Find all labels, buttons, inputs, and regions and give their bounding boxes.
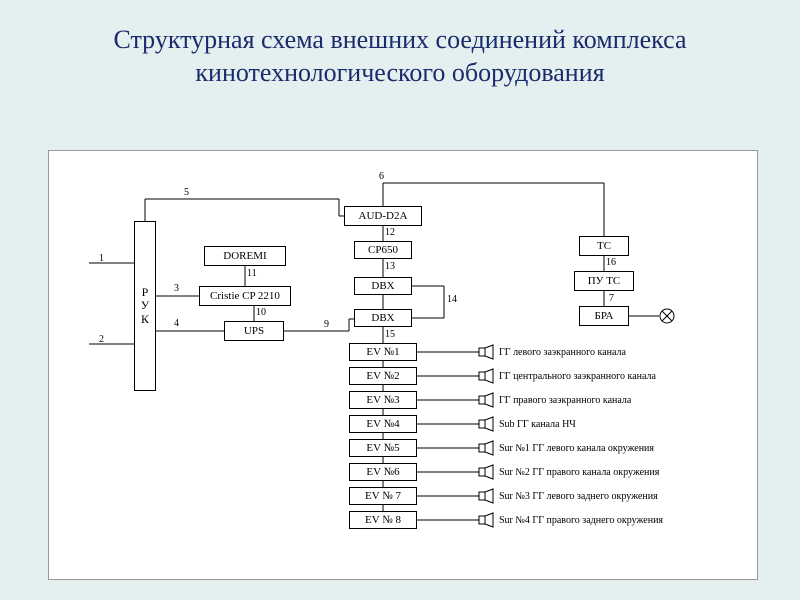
wire-label-14: 14 (447, 294, 457, 305)
wire-label-4: 4 (174, 318, 179, 329)
speaker-label-8: Sur №4 ГГ правого заднего окружения (499, 515, 663, 526)
diagram-panel: Р У К DOREMI Cristie CP 2210 UPS AUD-D2A… (48, 150, 758, 580)
speaker-label-5: Sur №1 ГГ левого канала окружения (499, 443, 654, 454)
wire-label-7: 7 (609, 293, 614, 304)
ruk-u: У (141, 299, 150, 312)
wire-label-3: 3 (174, 283, 179, 294)
wire-label-11: 11 (247, 268, 257, 279)
wire-label-10: 10 (256, 307, 266, 318)
wire-label-5: 5 (184, 187, 189, 198)
wire-label-16: 16 (606, 257, 616, 268)
node-dbx2: DBX (354, 309, 412, 327)
node-audd2a: AUD-D2A (344, 206, 422, 226)
node-ev2: EV №2 (349, 367, 417, 385)
node-ev6: EV №6 (349, 463, 417, 481)
node-dbx1: DBX (354, 277, 412, 295)
speaker-label-7: Sur №3 ГГ левого заднего окружения (499, 491, 658, 502)
wire-label-12: 12 (385, 227, 395, 238)
node-ev4: EV №4 (349, 415, 417, 433)
node-doremi: DOREMI (204, 246, 286, 266)
wire-label-6: 6 (379, 171, 384, 182)
speaker-label-1: ГГ левого заэкранного канала (499, 347, 626, 358)
wire-label-2: 2 (99, 334, 104, 345)
node-tc: ТС (579, 236, 629, 256)
wire-label-13: 13 (385, 261, 395, 272)
node-putc: ПУ ТС (574, 271, 634, 291)
wire-label-15: 15 (385, 329, 395, 340)
node-cristie: Cristie CP 2210 (199, 286, 291, 306)
node-ev3: EV №3 (349, 391, 417, 409)
node-cp650: CP650 (354, 241, 412, 259)
node-ev5: EV №5 (349, 439, 417, 457)
node-ev8: EV № 8 (349, 511, 417, 529)
node-ev7: EV № 7 (349, 487, 417, 505)
node-bra: БРА (579, 306, 629, 326)
page-title: Структурная схема внешних соединений ком… (0, 0, 800, 105)
ruk-k: К (141, 313, 149, 326)
wire-label-9: 9 (324, 319, 329, 330)
node-ruk: Р У К (134, 221, 156, 391)
speaker-label-2: ГГ центрального заэкранного канала (499, 371, 656, 382)
speaker-label-3: ГГ правого заэкранного канала (499, 395, 631, 406)
node-ups: UPS (224, 321, 284, 341)
speaker-label-6: Sur №2 ГГ правого канала окружения (499, 467, 659, 478)
wire-label-1: 1 (99, 253, 104, 264)
node-ev1: EV №1 (349, 343, 417, 361)
speaker-label-4: Sub ГГ канала НЧ (499, 419, 576, 430)
